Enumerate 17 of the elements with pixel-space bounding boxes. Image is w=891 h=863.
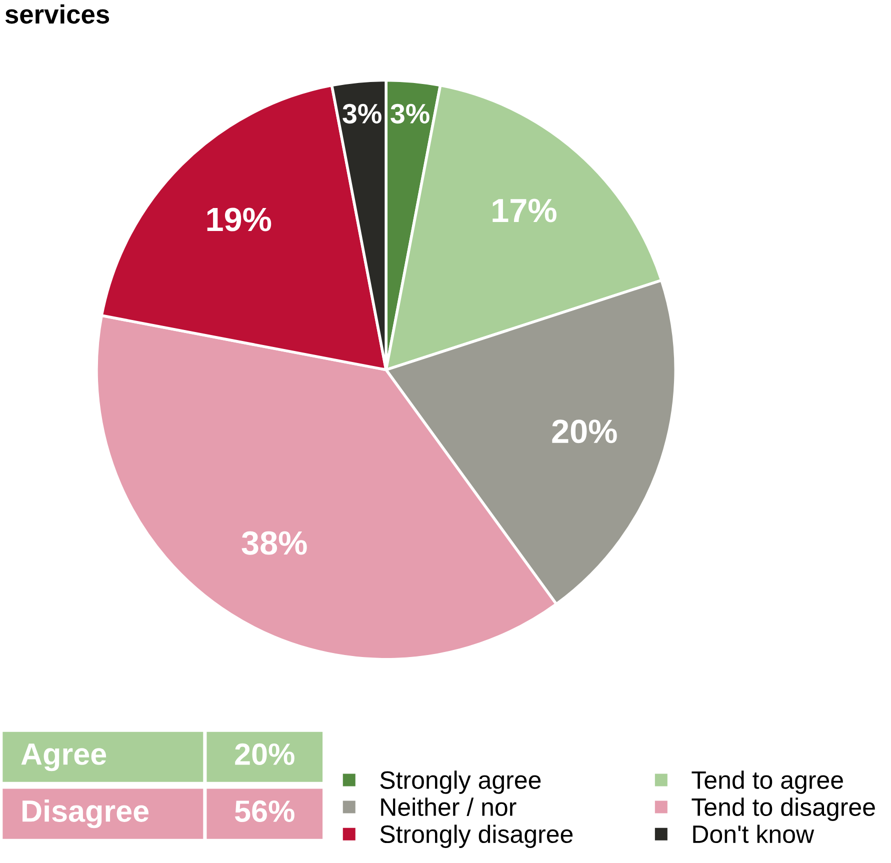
legend-label: Strongly disagree <box>380 824 573 848</box>
text: 56% <box>234 800 294 822</box>
data-label: 3% <box>390 104 430 124</box>
data-label: 20% <box>552 420 617 444</box>
legend-label: Neither / nor <box>381 798 516 816</box>
legend-label: Strongly agree <box>380 770 541 794</box>
data-label: 3% <box>342 104 382 124</box>
legend-label: Tend to disagree <box>692 798 875 821</box>
chart-title: services <box>5 4 110 24</box>
text: 20% <box>235 743 294 766</box>
data-label: 38% <box>242 531 307 555</box>
legend-label: Don't know <box>693 824 814 844</box>
text: Agree <box>21 744 106 772</box>
legend-label: Tend to agree <box>692 770 843 794</box>
text: Disagree <box>22 800 149 828</box>
data-label: 17% <box>492 198 556 222</box>
data-label: 19% <box>207 208 272 232</box>
